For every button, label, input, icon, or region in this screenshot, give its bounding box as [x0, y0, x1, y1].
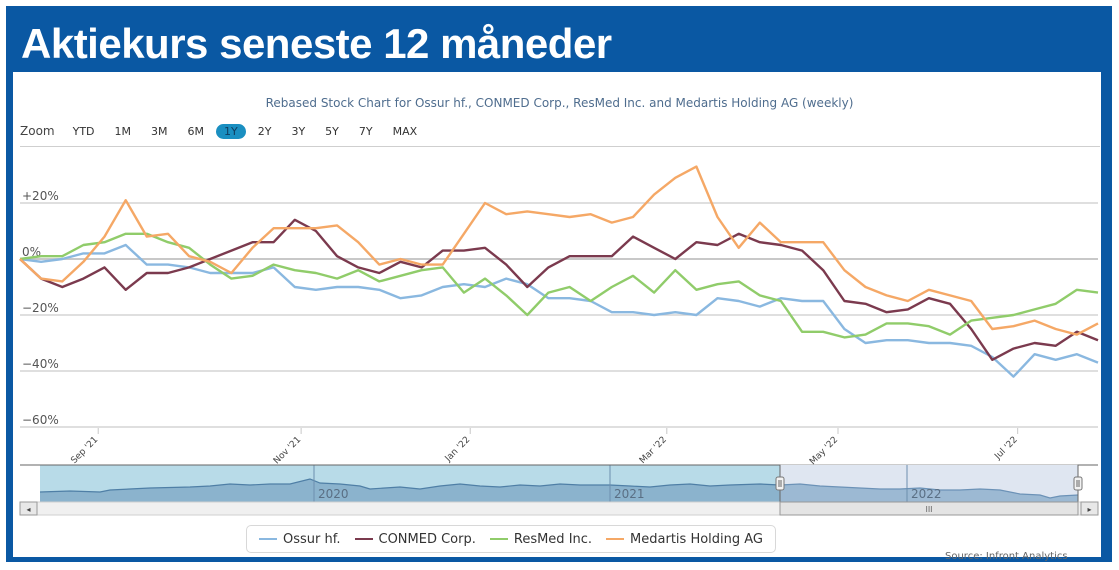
legend-item-medartis[interactable]: Medartis Holding AG [606, 532, 763, 547]
legend-swatch [489, 538, 508, 540]
y-tick-label: +20% [22, 189, 59, 203]
chart-title: Rebased Stock Chart for Ossur hf., CONME… [265, 96, 854, 110]
y-tick-label: −60% [22, 413, 59, 427]
navigator-line [39, 478, 1079, 499]
zoom-label: Zoom [20, 124, 55, 138]
zoom-button-1y[interactable]: 1Y [216, 123, 246, 139]
scroll-left-arrow-icon: ◂ [26, 505, 30, 514]
scroll-left-button[interactable] [19, 501, 38, 516]
x-tick-label: Nov '21 [272, 435, 303, 466]
scrollbar-thumb[interactable] [779, 501, 1079, 516]
navigator-area [40, 479, 1078, 502]
scrollbar-grip: III [925, 505, 932, 514]
navigator-year-label: 2020 [318, 487, 349, 501]
series-line-resmed [19, 232, 1099, 339]
zoom-button-1m[interactable]: 1M [114, 124, 132, 138]
toolbar-divider [20, 146, 1100, 147]
navigator-range-mask [780, 465, 1078, 502]
legend-swatch [606, 538, 625, 540]
x-tick-label: Jul '22 [992, 435, 1019, 462]
legend-label: Ossur hf. [283, 531, 341, 547]
series-line-medartis [19, 165, 1099, 336]
series-line-conmed [19, 218, 1099, 361]
navigator-year-label: 2022 [911, 487, 942, 501]
legend-item-ossur[interactable]: Ossur hf. [259, 532, 341, 547]
navigator-right-handle[interactable] [1073, 476, 1083, 491]
legend-label: Medartis Holding AG [630, 531, 764, 547]
legend-item-resmed[interactable]: ResMed Inc. [489, 531, 593, 547]
navigator-year-label: 2021 [614, 487, 645, 501]
legend-swatch [259, 538, 277, 540]
x-tick-label: Mar '22 [638, 435, 669, 466]
y-tick-label: −40% [22, 357, 59, 371]
zoom-button-7y[interactable]: 7Y [358, 124, 373, 138]
zoom-button-max[interactable]: MAX [392, 124, 418, 138]
navigator-left-handle[interactable] [775, 476, 785, 491]
legend-swatch [354, 538, 373, 540]
page-title: Aktiekurs seneste 12 måneder [21, 20, 612, 67]
zoom-button-2y[interactable]: 2Y [257, 124, 272, 138]
zoom-button-5y[interactable]: 5Y [325, 124, 339, 138]
zoom-bar: Zoom YTD 1M 3M 6M 1Y 2Y 3Y 5Y 7Y MAX [20, 121, 429, 141]
zoom-buttons: YTD 1M 3M 6M 1Y 2Y 3Y 5Y 7Y MAX [65, 123, 430, 139]
x-tick-label: Jan '22 [443, 435, 472, 464]
legend-label: CONMED Corp. [378, 531, 476, 547]
zoom-button-3m[interactable]: 3M [151, 124, 168, 138]
zoom-button-6m[interactable]: 6M [187, 124, 205, 138]
series-line-ossur [19, 243, 1099, 378]
zoom-button-ytd[interactable]: YTD [72, 124, 95, 138]
x-tick-label: May '22 [808, 435, 840, 467]
legend: Ossur hf. CONMED Corp. ResMed Inc. Medartis… [246, 525, 777, 553]
zoom-button-3y[interactable]: 3Y [291, 124, 306, 138]
x-tick-label: Sep '21 [69, 435, 100, 466]
y-tick-label: −20% [22, 301, 59, 315]
scroll-right-button[interactable] [1080, 501, 1099, 516]
legend-item-conmed[interactable]: CONMED Corp. [354, 531, 476, 547]
scroll-right-arrow-icon: ▸ [1087, 505, 1091, 514]
legend-label: ResMed Inc. [513, 531, 593, 547]
y-tick-label: 0% [22, 245, 41, 259]
source-credit: Source: Infront Analytics [945, 551, 1068, 562]
